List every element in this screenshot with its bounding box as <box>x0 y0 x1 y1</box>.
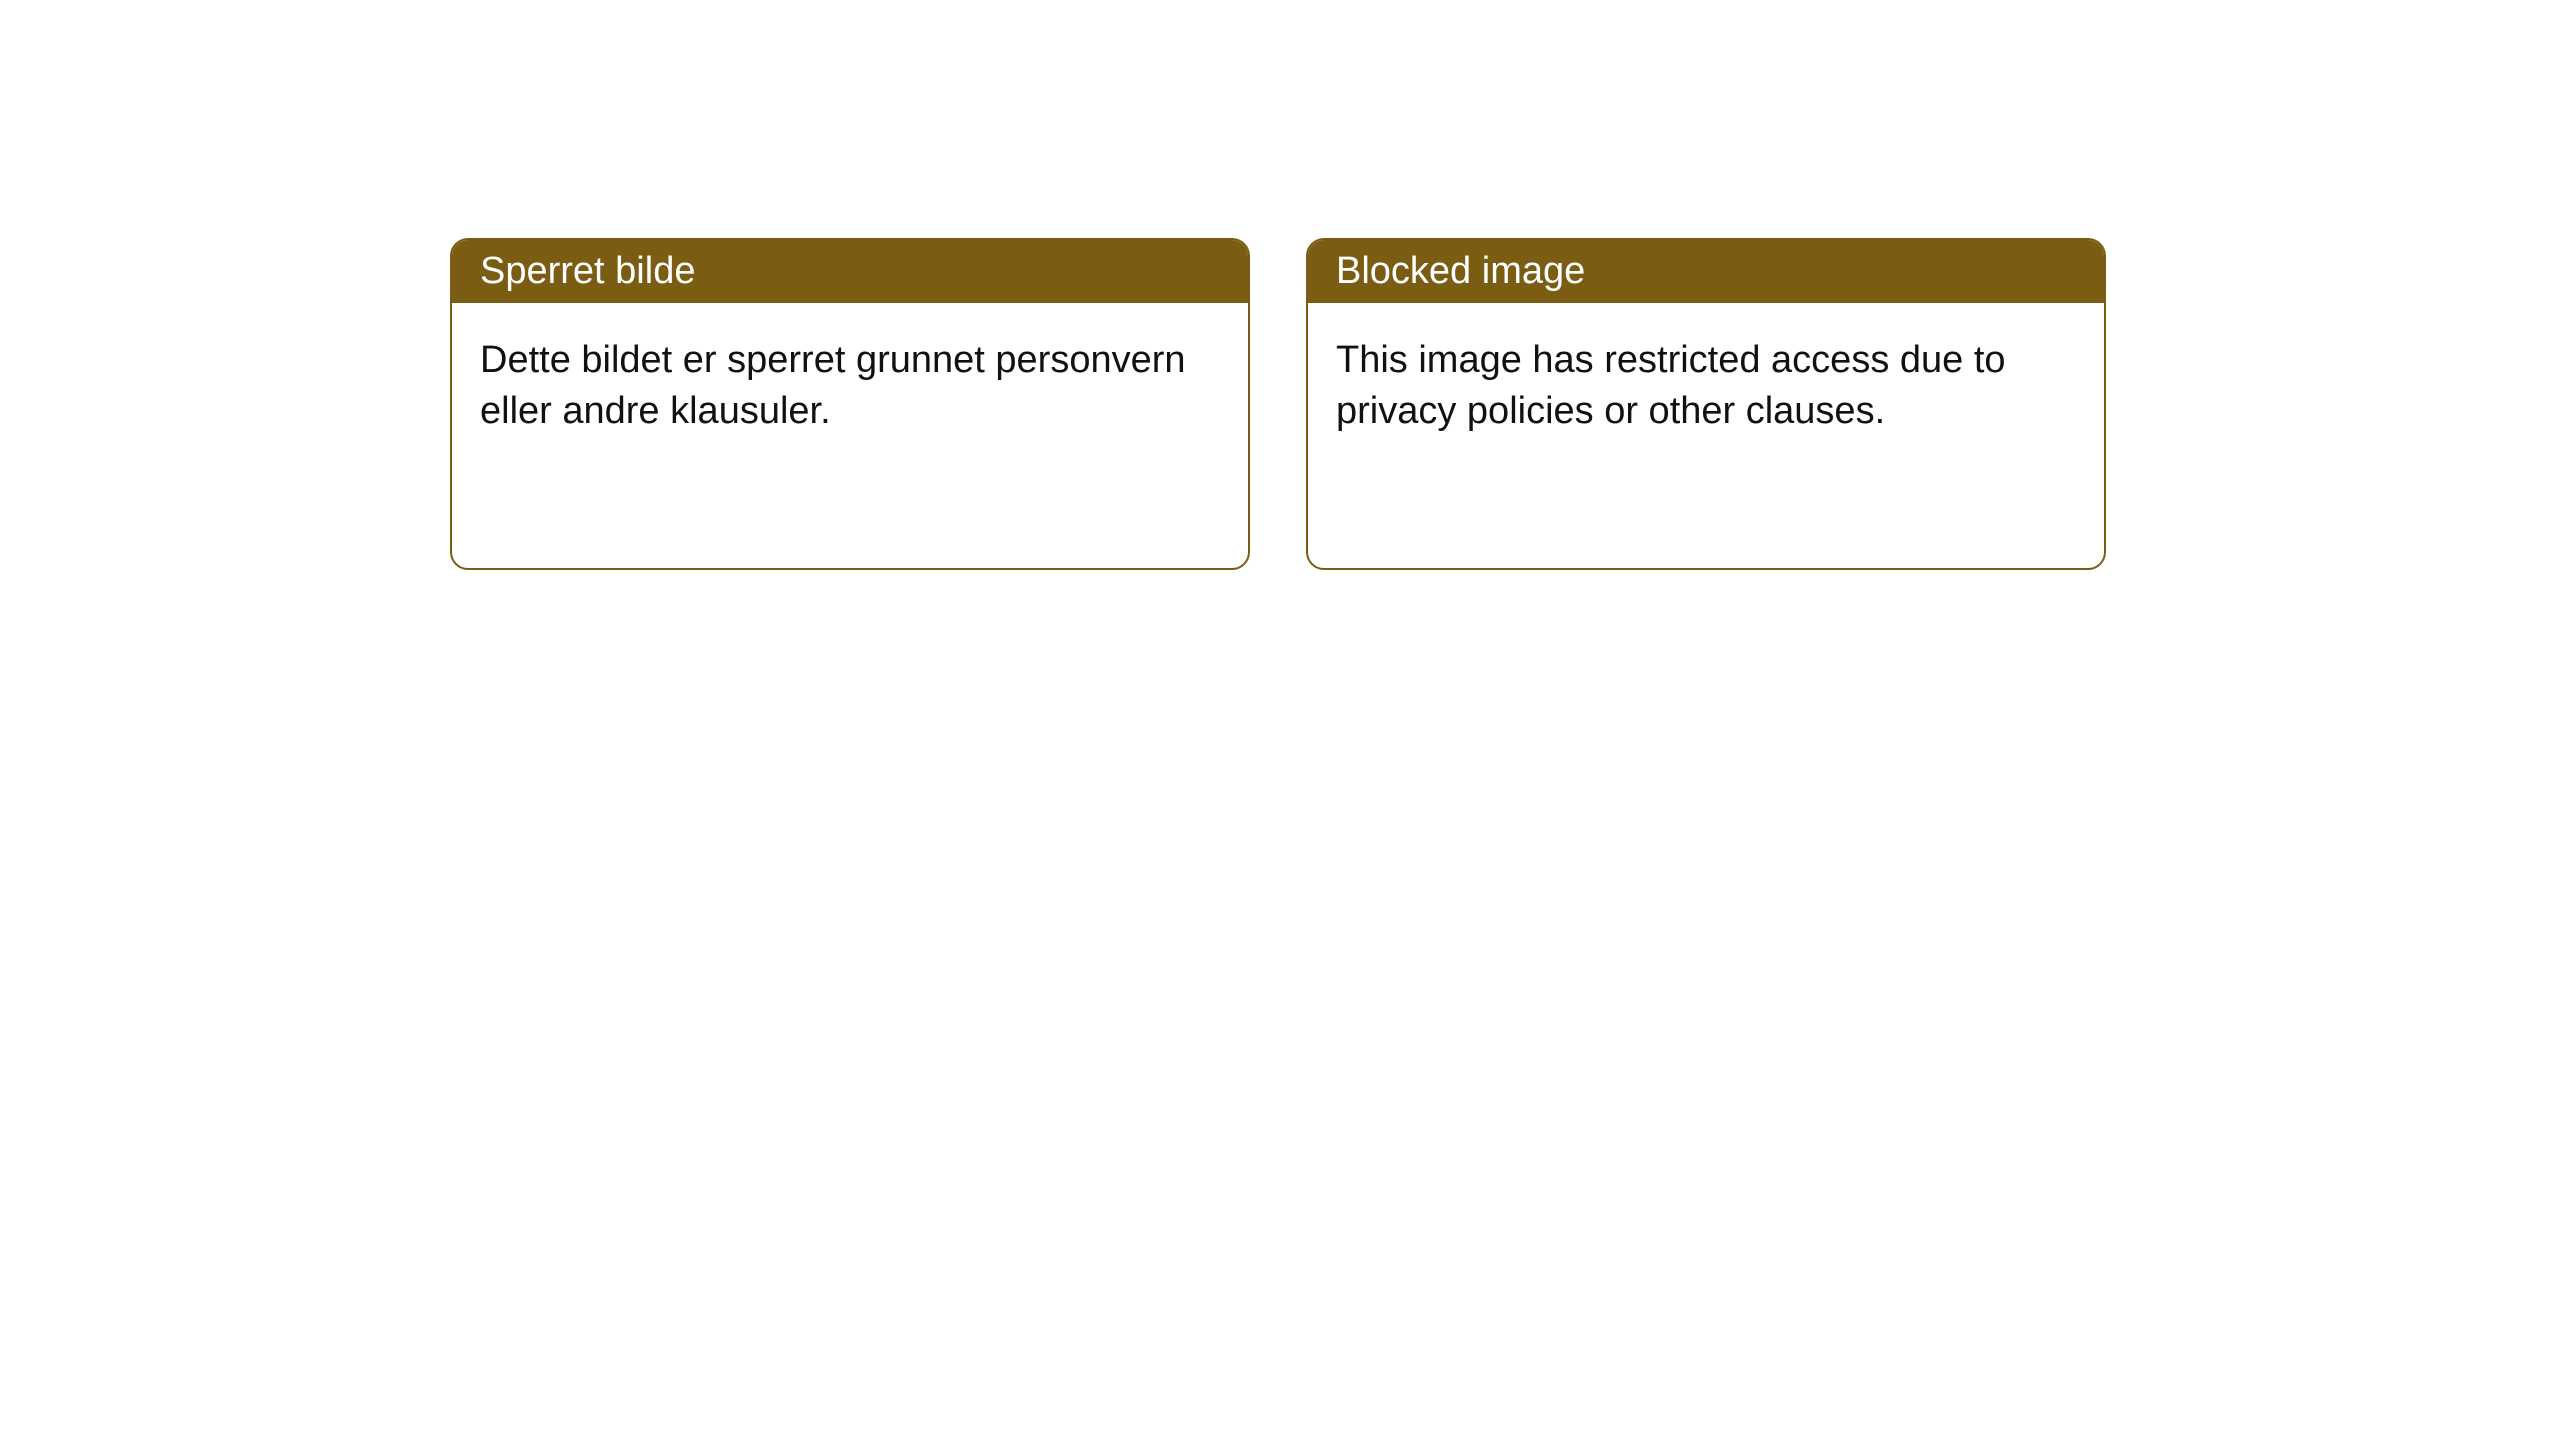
card-message-no: Dette bildet er sperret grunnet personve… <box>480 335 1220 438</box>
card-title-no: Sperret bilde <box>452 240 1248 303</box>
card-body-no: Dette bildet er sperret grunnet personve… <box>452 303 1248 568</box>
card-message-en: This image has restricted access due to … <box>1336 335 2076 438</box>
blocked-image-card-no: Sperret bilde Dette bildet er sperret gr… <box>450 238 1250 570</box>
card-body-en: This image has restricted access due to … <box>1308 303 2104 568</box>
blocked-image-card-en: Blocked image This image has restricted … <box>1306 238 2106 570</box>
card-title-en: Blocked image <box>1308 240 2104 303</box>
notice-cards-row: Sperret bilde Dette bildet er sperret gr… <box>0 0 2560 570</box>
